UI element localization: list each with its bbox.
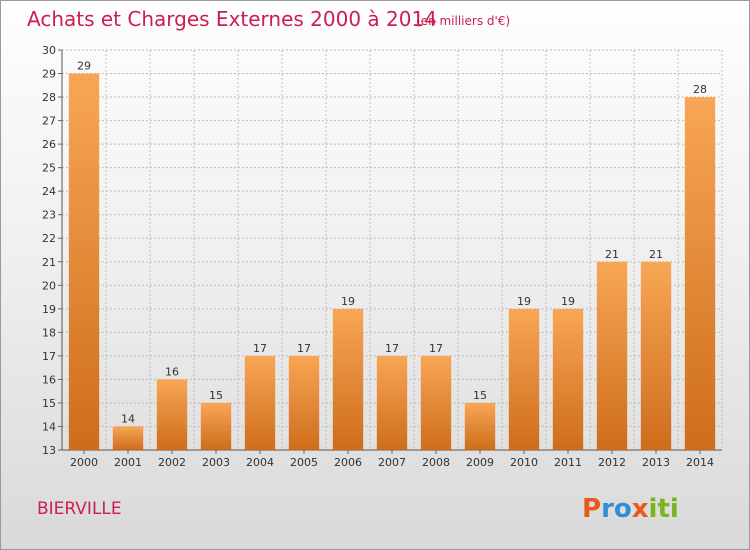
y-tick-label: 19: [42, 303, 56, 316]
y-tick-label: 30: [42, 44, 56, 57]
logo-letter: i: [649, 494, 658, 524]
y-tick-label: 27: [42, 115, 56, 128]
y-tick-label: 22: [42, 232, 56, 245]
data-label: 19: [561, 295, 575, 308]
y-tick-label: 17: [42, 350, 56, 363]
logo-letter: o: [614, 494, 632, 524]
data-label: 17: [253, 342, 267, 355]
x-tick-label: 2000: [70, 456, 98, 469]
data-label: 16: [165, 365, 179, 378]
y-tick-label: 25: [42, 162, 56, 175]
chart-subtitle: (en milliers d'€): [416, 14, 510, 28]
y-tick-label: 14: [42, 420, 56, 433]
data-label: 19: [341, 295, 355, 308]
y-tick-label: 28: [42, 91, 56, 104]
data-label: 17: [297, 342, 311, 355]
x-tick-label: 2004: [246, 456, 274, 469]
tick-labels: 13 14 15 16 17 18 19 20 21 22 23 24 25 26 27 28 29 30 2000…: [42, 44, 714, 469]
bar: [552, 308, 584, 450]
x-tick-label: 2006: [334, 456, 362, 469]
bar: [640, 261, 672, 450]
y-tick-label: 21: [42, 256, 56, 269]
data-label: 17: [385, 342, 399, 355]
x-tick-label: 2013: [642, 456, 670, 469]
bar-series: [68, 73, 716, 450]
data-label: 17: [429, 342, 443, 355]
x-tick-label: 2008: [422, 456, 450, 469]
logo-letter: t: [657, 494, 669, 524]
data-label: 15: [473, 389, 487, 402]
logo-letter: x: [632, 494, 649, 524]
y-tick-label: 24: [42, 185, 56, 198]
bar: [244, 355, 276, 450]
x-tick-label: 2001: [114, 456, 142, 469]
y-tick-label: 23: [42, 209, 56, 222]
y-tick-label: 16: [42, 373, 56, 386]
y-tick-label: 26: [42, 138, 56, 151]
data-label: 28: [693, 83, 707, 96]
logo-letter: i: [670, 494, 679, 524]
commune-name: BIERVILLE: [37, 499, 122, 519]
proxiti-logo: Proxiti: [582, 494, 679, 524]
data-label: 21: [605, 248, 619, 261]
bar: [156, 379, 188, 450]
bar: [68, 73, 100, 450]
data-label: 14: [121, 412, 135, 425]
y-tick-label: 18: [42, 326, 56, 339]
bar: [684, 97, 716, 450]
x-tick-label: 2011: [554, 456, 582, 469]
x-tick-label: 2005: [290, 456, 318, 469]
bar: [596, 261, 628, 450]
y-tick-label: 29: [42, 68, 56, 81]
data-label: 19: [517, 295, 531, 308]
logo-letter: P: [582, 494, 601, 524]
x-tick-label: 2003: [202, 456, 230, 469]
x-tick-label: 2012: [598, 456, 626, 469]
x-tick-label: 2007: [378, 456, 406, 469]
x-tick-label: 2009: [466, 456, 494, 469]
bar: [376, 355, 408, 450]
data-label: 21: [649, 248, 663, 261]
bar: [200, 402, 232, 450]
bar: [112, 426, 144, 450]
chart-title: Achats et Charges Externes 2000 à 2014: [27, 7, 437, 31]
bar: [420, 355, 452, 450]
y-tick-label: 20: [42, 279, 56, 292]
y-tick-label: 15: [42, 397, 56, 410]
bar: [288, 355, 320, 450]
x-tick-label: 2014: [686, 456, 714, 469]
x-tick-label: 2010: [510, 456, 538, 469]
proxiti-logo-text: Proxiti: [582, 494, 679, 524]
logo-letter: r: [601, 494, 614, 524]
bar: [464, 402, 496, 450]
data-label: 15: [209, 389, 223, 402]
y-tick-label: 13: [42, 444, 56, 457]
data-labels: 29 14 16 15 17 17 19 17 17 15 19 19 21 21 28: [77, 60, 707, 426]
data-label: 29: [77, 60, 91, 73]
bar: [332, 308, 364, 450]
bar: [508, 308, 540, 450]
x-tick-label: 2002: [158, 456, 186, 469]
